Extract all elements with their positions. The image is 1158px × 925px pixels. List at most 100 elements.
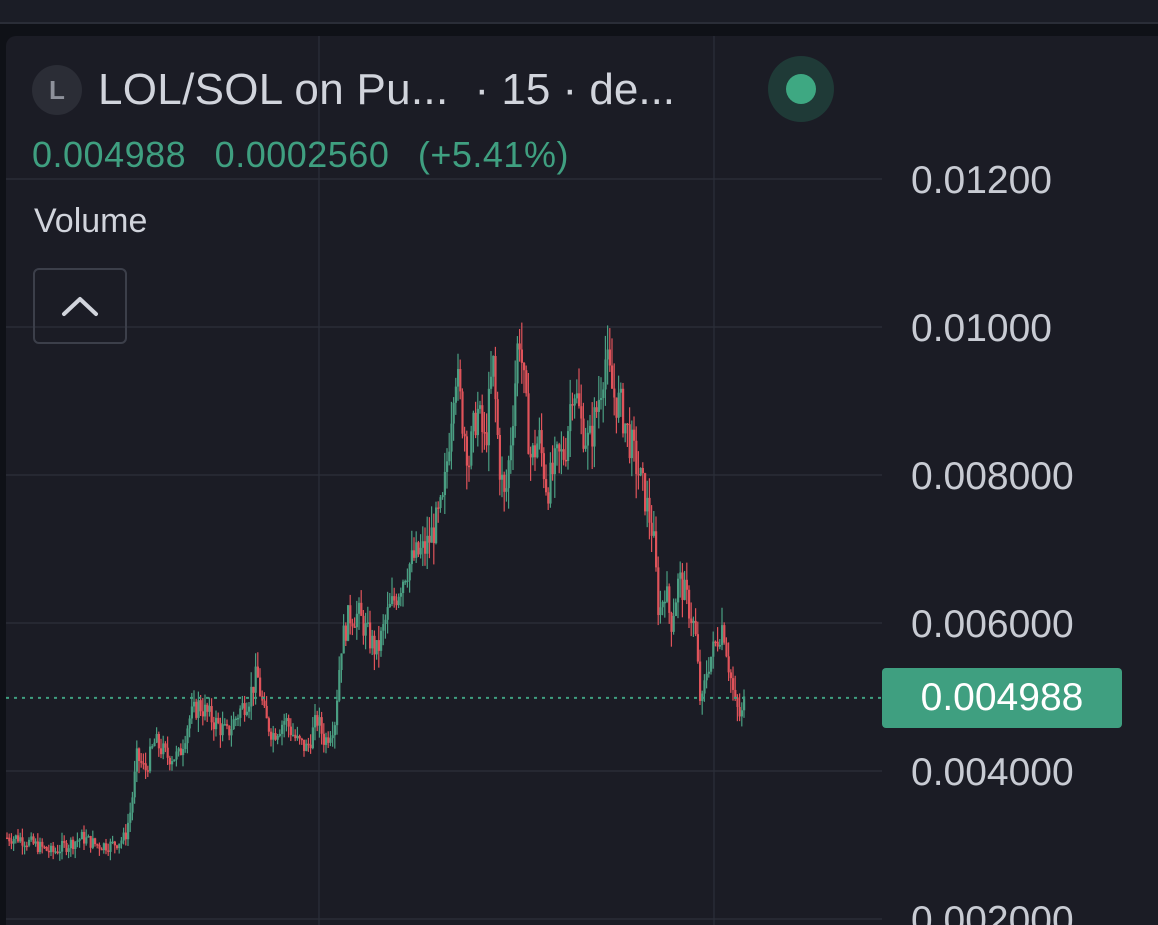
symbol-title[interactable]: LOL/SOL on Pu... [98, 65, 449, 114]
candle-body [292, 734, 295, 737]
candle-body [67, 848, 70, 852]
candle-body [327, 737, 330, 743]
candle-body [340, 653, 343, 671]
candle-body [239, 708, 242, 718]
candle-body [551, 462, 554, 475]
collapse-indicators-button[interactable] [33, 268, 127, 344]
candle-body [14, 835, 17, 839]
candle-body [384, 619, 387, 625]
candle-body [593, 407, 596, 447]
candle-body [263, 700, 266, 706]
market-status-indicator[interactable] [768, 56, 834, 122]
candle-body [575, 393, 578, 399]
candle-body [571, 404, 574, 406]
candle-body [556, 444, 559, 449]
candle-body [492, 355, 495, 377]
candle-body [58, 851, 61, 854]
candle-body [105, 843, 108, 851]
candle-body [149, 746, 152, 772]
last-price-value: 0.004988 [32, 134, 187, 175]
grid [318, 36, 715, 925]
candle-body [606, 349, 609, 360]
symbol-header[interactable]: L LOL/SOL on Pu... · 15 · de... [32, 64, 675, 116]
candle-body [573, 398, 576, 406]
candle-body [688, 589, 691, 619]
candle-body [679, 572, 682, 579]
status-dot-icon [786, 74, 816, 104]
candle-body [252, 686, 255, 693]
candle-body [479, 405, 482, 409]
volume-indicator-label[interactable]: Volume [34, 202, 148, 240]
candles [6, 322, 746, 861]
candle-body [124, 832, 127, 840]
candle-body [591, 425, 594, 447]
candle-body [399, 592, 402, 597]
candle-body [734, 689, 737, 698]
candle-body [628, 424, 631, 459]
candle-body [600, 398, 603, 400]
candle-body [316, 715, 319, 726]
candle-body [138, 748, 141, 762]
candle-body [32, 836, 35, 844]
candle-body [503, 474, 506, 492]
candle-body [96, 844, 99, 846]
chart-panel[interactable]: 0.01200 0.01000 0.008000 0.006000 0.004000 0.… [6, 36, 1158, 925]
candle-body [17, 835, 20, 842]
candle-body [142, 762, 145, 765]
candle-body [523, 362, 526, 371]
candle-body [685, 579, 688, 590]
candle-body [558, 444, 561, 452]
candle-body [382, 624, 385, 631]
candle-body [228, 725, 231, 736]
symbol-meta[interactable]: · 15 · de... [474, 65, 676, 114]
candle-body [353, 626, 356, 628]
candle-body [94, 838, 97, 845]
candle-body [622, 388, 625, 434]
candle-body [219, 722, 222, 736]
candle-body [217, 717, 220, 723]
candle-body [65, 842, 68, 852]
candle-body [366, 622, 369, 624]
candle-body [107, 850, 110, 852]
candle-body [69, 839, 72, 849]
candle-body [696, 634, 699, 662]
candle-body [270, 731, 273, 740]
candle-body [45, 846, 48, 851]
candle-body [171, 761, 174, 765]
candle-body [63, 840, 66, 843]
candle-body [100, 848, 103, 851]
candle-body [87, 836, 90, 838]
candle-body [703, 680, 706, 694]
candle-body [674, 602, 677, 616]
candle-body [272, 733, 275, 740]
candle-body [204, 704, 207, 717]
candle-body [721, 625, 724, 646]
candle-body [470, 431, 473, 466]
candle-body [133, 771, 136, 798]
candle-body [740, 710, 743, 717]
candle-body [617, 392, 620, 418]
candle-body [461, 391, 464, 434]
candle-body [589, 425, 592, 433]
candle-body [375, 640, 378, 655]
candle-body [716, 641, 719, 647]
candle-body [633, 429, 636, 441]
candle-body [608, 349, 611, 366]
price-chart[interactable]: 0.01200 0.01000 0.008000 0.006000 0.004000 0.… [6, 36, 1158, 925]
horizontal-grid [6, 178, 882, 920]
candle-body [182, 749, 185, 756]
candle-body [250, 686, 253, 707]
candle-body [578, 393, 581, 407]
candle-body [415, 542, 418, 558]
candle-body [232, 719, 235, 730]
candle-body [672, 615, 675, 632]
candle-body [294, 734, 297, 739]
candle-body [501, 474, 504, 480]
candle-body [498, 434, 501, 480]
price-axis[interactable]: 0.01200 0.01000 0.008000 0.006000 0.004000 0.… [911, 159, 1074, 925]
candle-body [465, 436, 468, 466]
candle-body [663, 601, 666, 604]
candle-body [452, 402, 455, 424]
candle-body [344, 625, 347, 641]
candle-body [25, 845, 28, 848]
